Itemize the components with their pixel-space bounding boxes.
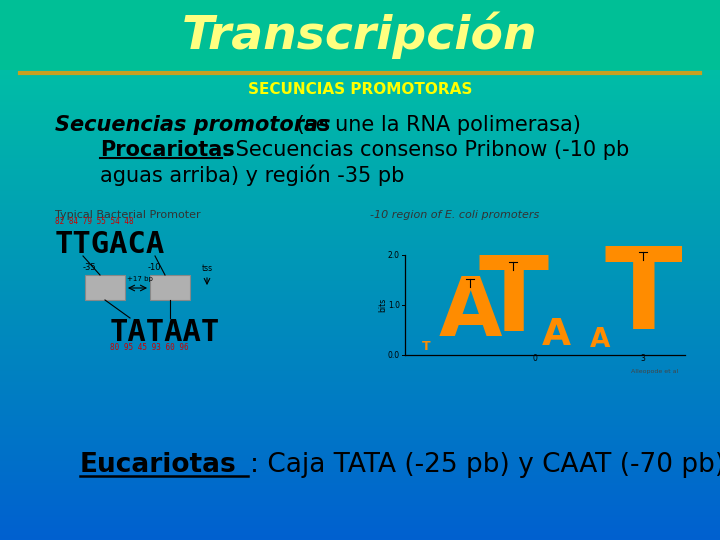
Text: T: T [605,242,682,353]
Text: A: A [438,274,502,353]
Text: A: A [590,327,610,353]
Text: 80 95 45 93 60 96: 80 95 45 93 60 96 [110,343,189,352]
Bar [85,275,125,300]
Text: aguas arriba) y región -35 pb: aguas arriba) y región -35 pb [100,164,405,186]
Bar [0,0,720,70]
Text: Alleopode et al: Alleopode et al [631,369,679,374]
Text: : Secuencias consenso Pribnow (-10 pb: : Secuencias consenso Pribnow (-10 pb [222,140,629,160]
Text: TATAAT: TATAAT [110,318,220,347]
Text: -35: -35 [83,263,96,272]
Text: bits: bits [379,298,387,312]
Text: 0: 0 [533,354,537,363]
Text: SECUNCIAS PROMOTORAS: SECUNCIAS PROMOTORAS [248,83,472,98]
Text: TTGACA: TTGACA [55,230,166,259]
Text: Secuencias promotoras: Secuencias promotoras [55,115,330,135]
Text: 3: 3 [641,354,646,363]
Bar [150,275,190,300]
Text: : Caja TATA (-25 pb) y CAAT (-70 pb): : Caja TATA (-25 pb) y CAAT (-70 pb) [250,452,720,478]
Text: 2.0: 2.0 [388,251,400,260]
Text: tss: tss [202,264,212,273]
Text: -10: -10 [148,263,161,272]
Text: -10 region of E. coli promoters: -10 region of E. coli promoters [370,210,539,220]
Text: Typical Bacterial Promoter: Typical Bacterial Promoter [55,210,201,220]
Text: 1.0: 1.0 [388,300,400,309]
Text: Transcripción: Transcripción [182,11,538,59]
Text: T: T [478,252,549,353]
Text: Eucariotas: Eucariotas [80,452,237,478]
Text: Procariotas: Procariotas [100,140,235,160]
Text: +17 bp: +17 bp [127,276,153,282]
Text: 82 84 79 55 54 48: 82 84 79 55 54 48 [55,217,134,226]
Text: 0.0: 0.0 [388,350,400,360]
Text: A: A [542,317,571,353]
Text: (se une la RNA polimerasa): (se une la RNA polimerasa) [290,115,581,135]
Text: T: T [423,340,431,353]
